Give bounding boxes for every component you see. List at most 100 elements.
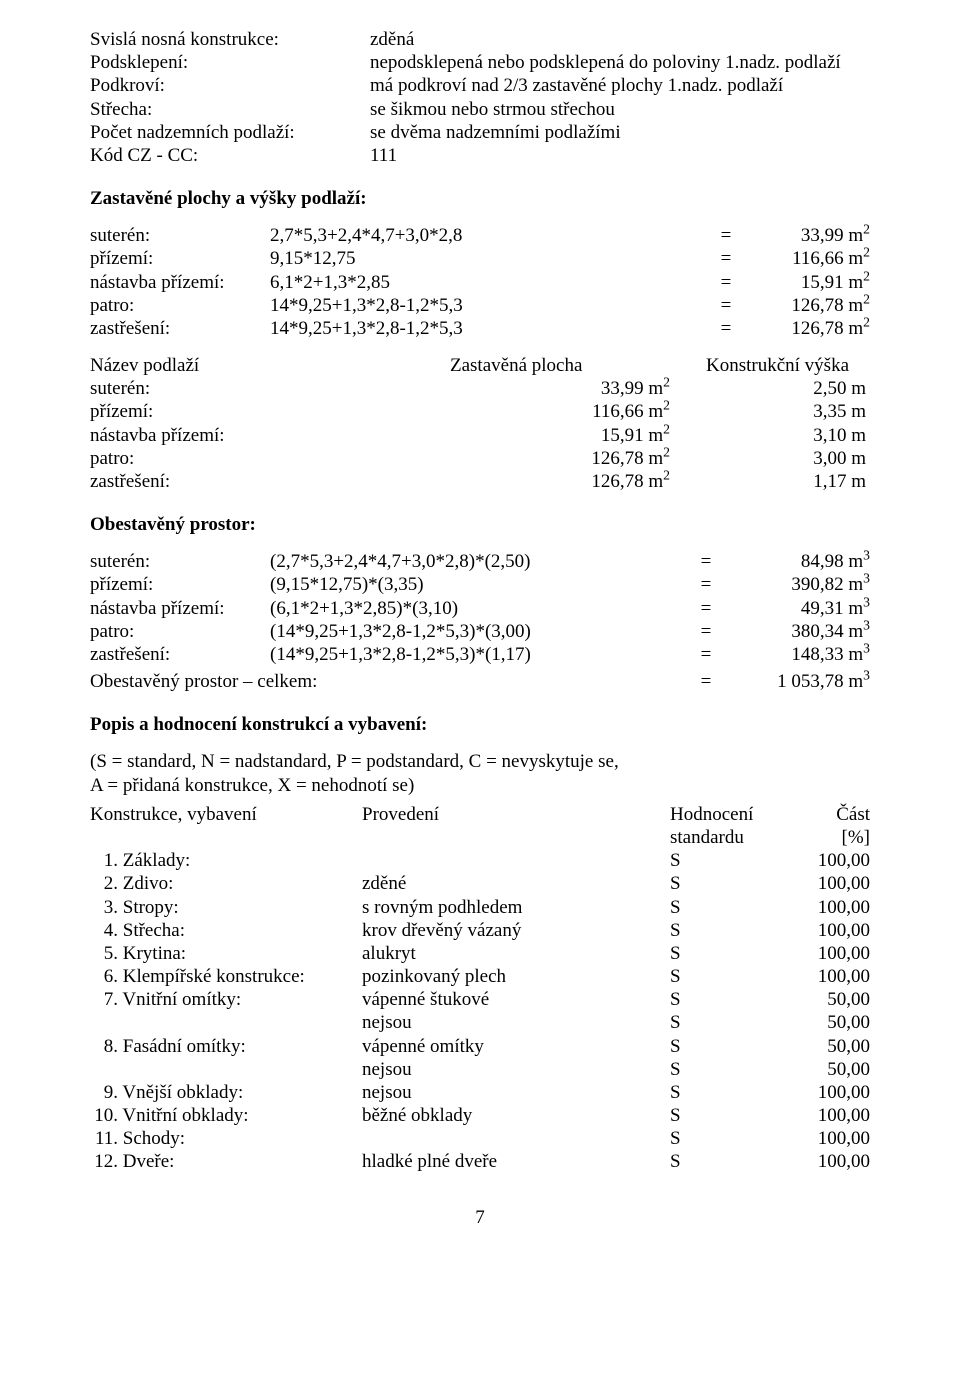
document-page: Svislá nosná konstrukce:zděnáPodsklepení…: [0, 0, 960, 1385]
construction-execution: pozinkovaný plech: [362, 965, 670, 988]
construction-rating: S: [670, 1011, 790, 1034]
calc-result: 126,78 m2: [740, 317, 870, 340]
calc-expression: 2,7*5,3+2,4*4,7+3,0*2,8: [270, 224, 712, 247]
equals-sign: =: [692, 597, 720, 620]
construction-name: 5. Krytina:: [90, 942, 362, 965]
construction-rating: S: [670, 1058, 790, 1081]
property-label: Kód CZ - CC:: [90, 144, 370, 167]
floor-dim-row: přízemí:116,66 m23,35 m: [90, 400, 870, 423]
volume-calc-row: patro:(14*9,25+1,3*2,8-1,2*5,3)*(3,00)=3…: [90, 620, 870, 643]
property-row: Počet nadzemních podlaží:se dvěma nadzem…: [90, 121, 870, 144]
construction-execution: běžné obklady: [362, 1104, 670, 1127]
built-up-areas-title: Zastavěné plochy a výšky podlaží:: [90, 187, 870, 210]
construction-execution: vápenné štukové: [362, 988, 670, 1011]
construction-part: 100,00: [790, 872, 870, 895]
property-label: Střecha:: [90, 98, 370, 121]
volume-calc-row: suterén:(2,7*5,3+2,4*4,7+3,0*2,8)*(2,50)…: [90, 550, 870, 573]
enclosed-volume-table: suterén:(2,7*5,3+2,4*4,7+3,0*2,8)*(2,50)…: [90, 550, 870, 666]
equals-sign: =: [692, 550, 720, 573]
floor-dim-row: nástavba přízemí:15,91 m23,10 m: [90, 424, 870, 447]
col-rating: Hodnocení: [670, 803, 790, 826]
construction-table-subheader: standardu [%]: [90, 826, 870, 849]
volume-calc-row: nástavba přízemí:(6,1*2+1,3*2,85)*(3,10)…: [90, 597, 870, 620]
construction-part: 100,00: [790, 919, 870, 942]
total-eq: =: [692, 670, 720, 693]
col-execution: Provedení: [362, 803, 670, 826]
construction-name: 2. Zdivo:: [90, 872, 362, 895]
equals-sign: =: [692, 620, 720, 643]
floor-label: přízemí:: [90, 400, 450, 423]
construction-execution: nejsou: [362, 1058, 670, 1081]
construction-name: 6. Klempířské konstrukce:: [90, 965, 362, 988]
property-row: Podkroví:má podkroví nad 2/3 zastavěné p…: [90, 74, 870, 97]
construction-row: nejsouS50,00: [90, 1058, 870, 1081]
total-label: Obestavěný prostor – celkem:: [90, 670, 692, 693]
construction-part: 100,00: [790, 849, 870, 872]
construction-rating: S: [670, 896, 790, 919]
construction-part: 100,00: [790, 1127, 870, 1150]
construction-execution: alukryt: [362, 942, 670, 965]
construction-name: 4. Střecha:: [90, 919, 362, 942]
col-floor-name: Název podlaží: [90, 354, 450, 377]
area-calc-row: suterén:2,7*5,3+2,4*4,7+3,0*2,8=33,99 m2: [90, 224, 870, 247]
property-row: Svislá nosná konstrukce:zděná: [90, 28, 870, 51]
construction-name: 3. Stropy:: [90, 896, 362, 919]
calc-result: 84,98 m3: [720, 550, 870, 573]
construction-name: 10. Vnitřní obklady:: [90, 1104, 362, 1127]
construction-rating: S: [670, 919, 790, 942]
construction-row: nejsouS50,00: [90, 1011, 870, 1034]
construction-execution: nejsou: [362, 1081, 670, 1104]
construction-name: [90, 1058, 362, 1081]
construction-rating: S: [670, 988, 790, 1011]
construction-rating: S: [670, 872, 790, 895]
total-value: 1 053,78 m3: [720, 670, 870, 693]
construction-rating: S: [670, 1081, 790, 1104]
construction-row: 1. Základy:S100,00: [90, 849, 870, 872]
floor-dim-table: suterén:33,99 m22,50 mpřízemí:116,66 m23…: [90, 377, 870, 493]
construction-execution: nejsou: [362, 1011, 670, 1034]
floor-height: 3,00 m: [706, 447, 866, 470]
calc-expression: (2,7*5,3+2,4*4,7+3,0*2,8)*(2,50): [270, 550, 692, 573]
area-calc-row: nástavba přízemí:6,1*2+1,3*2,85=15,91 m2: [90, 271, 870, 294]
equals-sign: =: [712, 317, 740, 340]
calc-result: 33,99 m2: [740, 224, 870, 247]
volume-calc-row: zastřešení:(14*9,25+1,3*2,8-1,2*5,3)*(1,…: [90, 643, 870, 666]
floor-label: zastřešení:: [90, 643, 270, 666]
calc-expression: (14*9,25+1,3*2,8-1,2*5,3)*(3,00): [270, 620, 692, 643]
enclosed-volume-total-row: Obestavěný prostor – celkem: = 1 053,78 …: [90, 670, 870, 693]
area-calc-row: patro:14*9,25+1,3*2,8-1,2*5,3=126,78 m2: [90, 294, 870, 317]
construction-part: 50,00: [790, 988, 870, 1011]
floor-dim-row: patro:126,78 m23,00 m: [90, 447, 870, 470]
construction-row: 3. Stropy:s rovným podhledemS100,00: [90, 896, 870, 919]
construction-table-header: Konstrukce, vybavení Provedení Hodnocení…: [90, 803, 870, 826]
floor-area: 15,91 m2: [450, 424, 706, 447]
col-construction: Konstrukce, vybavení: [90, 803, 362, 826]
property-value: 111: [370, 144, 870, 167]
construction-execution: zděné: [362, 872, 670, 895]
col-built-area: Zastavěná plocha: [450, 354, 706, 377]
construction-part: 50,00: [790, 1058, 870, 1081]
equals-sign: =: [692, 643, 720, 666]
construction-execution: vápenné omítky: [362, 1035, 670, 1058]
construction-row: 8. Fasádní omítky:vápenné omítkyS50,00: [90, 1035, 870, 1058]
construction-rating: S: [670, 1104, 790, 1127]
legend-line-1: (S = standard, N = nadstandard, P = pods…: [90, 750, 870, 773]
floor-height: 3,10 m: [706, 424, 866, 447]
calc-result: 148,33 m3: [720, 643, 870, 666]
floor-height: 1,17 m: [706, 470, 866, 493]
construction-eval-title: Popis a hodnocení konstrukcí a vybavení:: [90, 713, 870, 736]
construction-row: 10. Vnitřní obklady:běžné obkladyS100,00: [90, 1104, 870, 1127]
floor-area: 116,66 m2: [450, 400, 706, 423]
construction-execution: s rovným podhledem: [362, 896, 670, 919]
property-row: Podsklepení:nepodsklepená nebo podsklepe…: [90, 51, 870, 74]
floor-label: patro:: [90, 294, 270, 317]
property-value: zděná: [370, 28, 870, 51]
legend-line-2: A = přidaná konstrukce, X = nehodnotí se…: [90, 774, 870, 797]
col-part: Část: [790, 803, 870, 826]
construction-rating: S: [670, 1035, 790, 1058]
floor-label: nástavba přízemí:: [90, 271, 270, 294]
construction-row: 5. Krytina:alukrytS100,00: [90, 942, 870, 965]
built-up-areas-table: suterén:2,7*5,3+2,4*4,7+3,0*2,8=33,99 m2…: [90, 224, 870, 340]
floor-label: nástavba přízemí:: [90, 424, 450, 447]
calc-result: 116,66 m2: [740, 247, 870, 270]
